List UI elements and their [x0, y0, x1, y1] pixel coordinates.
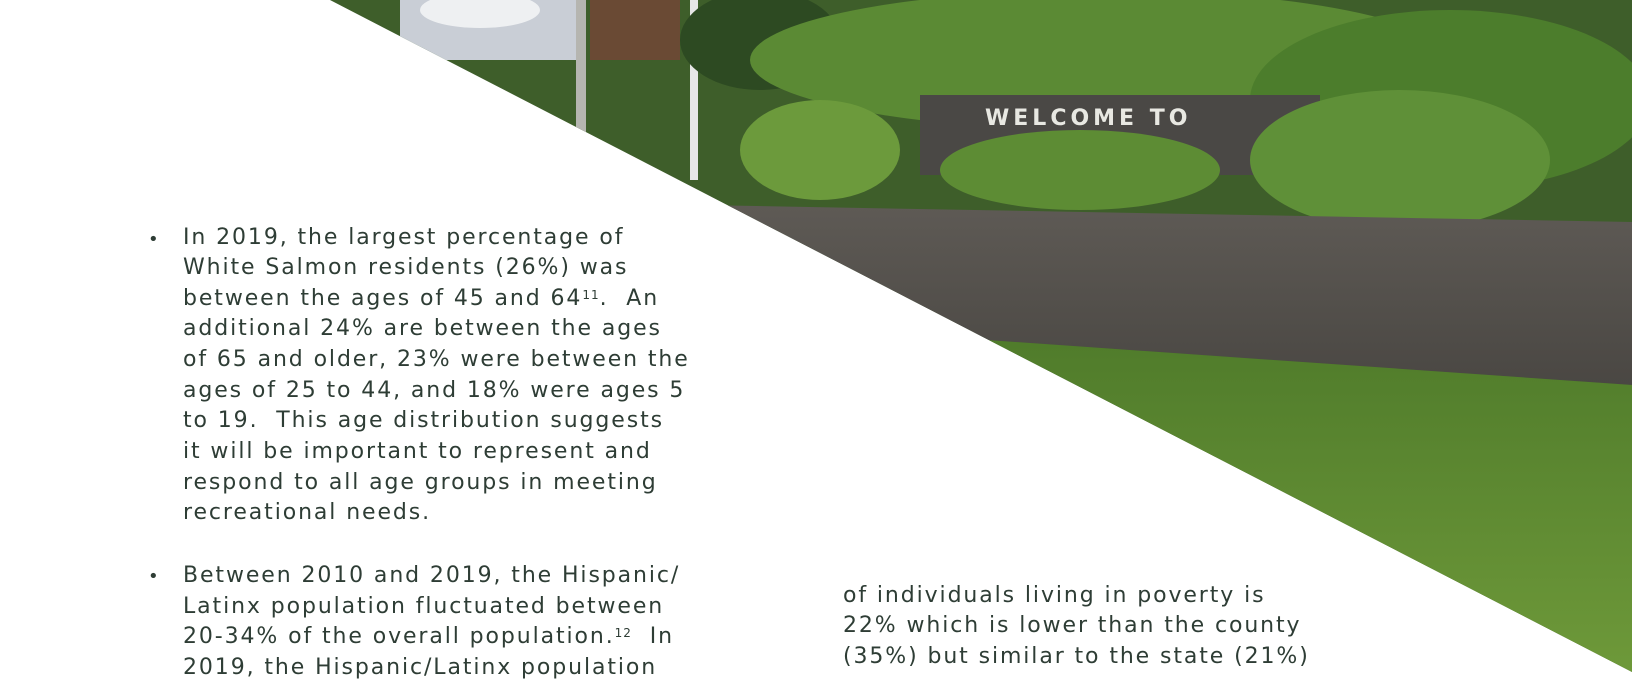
- text-line: it will be important to represent and: [183, 437, 652, 467]
- text-line: (35%) but similar to the state (21%): [843, 642, 1310, 672]
- text-line: ages of 25 to 44, and 18% were ages 5: [183, 376, 685, 406]
- text: between the ages of 45 and 64: [183, 286, 582, 311]
- bullet-marker: •: [148, 229, 159, 250]
- text: In: [632, 624, 674, 649]
- text-line: Between 2010 and 2019, the Hispanic/: [183, 561, 680, 591]
- text-line: Latinx population fluctuated between: [183, 592, 664, 622]
- text-line: White Salmon residents (26%) was: [183, 253, 628, 283]
- text-line: of 65 and older, 23% were between the: [183, 345, 690, 375]
- text-line: additional 24% are between the ages: [183, 314, 662, 344]
- text-line: 22% which is lower than the county: [843, 611, 1301, 641]
- text-line: between the ages of 45 and 6411. An: [183, 284, 659, 314]
- footnote-ref: 12: [615, 626, 632, 640]
- text-line: 20-34% of the overall population.12 In: [183, 622, 674, 652]
- sign-text: WELCOME TO: [985, 106, 1191, 131]
- text-line: to 19. This age distribution suggests: [183, 406, 664, 436]
- text-line: In 2019, the largest percentage of: [183, 223, 624, 253]
- page: WELCOME TO • • In 2019, the largest perc…: [0, 0, 1632, 686]
- text: . An: [600, 286, 659, 311]
- text: 20-34% of the overall population.: [183, 624, 615, 649]
- text-line: of individuals living in poverty is: [843, 581, 1265, 611]
- text-line: recreational needs.: [183, 498, 431, 528]
- text-line: respond to all age groups in meeting: [183, 468, 658, 498]
- text-line: 2019, the Hispanic/Latinx population: [183, 653, 657, 683]
- footnote-ref: 11: [582, 288, 599, 302]
- bullet-marker: •: [148, 566, 159, 587]
